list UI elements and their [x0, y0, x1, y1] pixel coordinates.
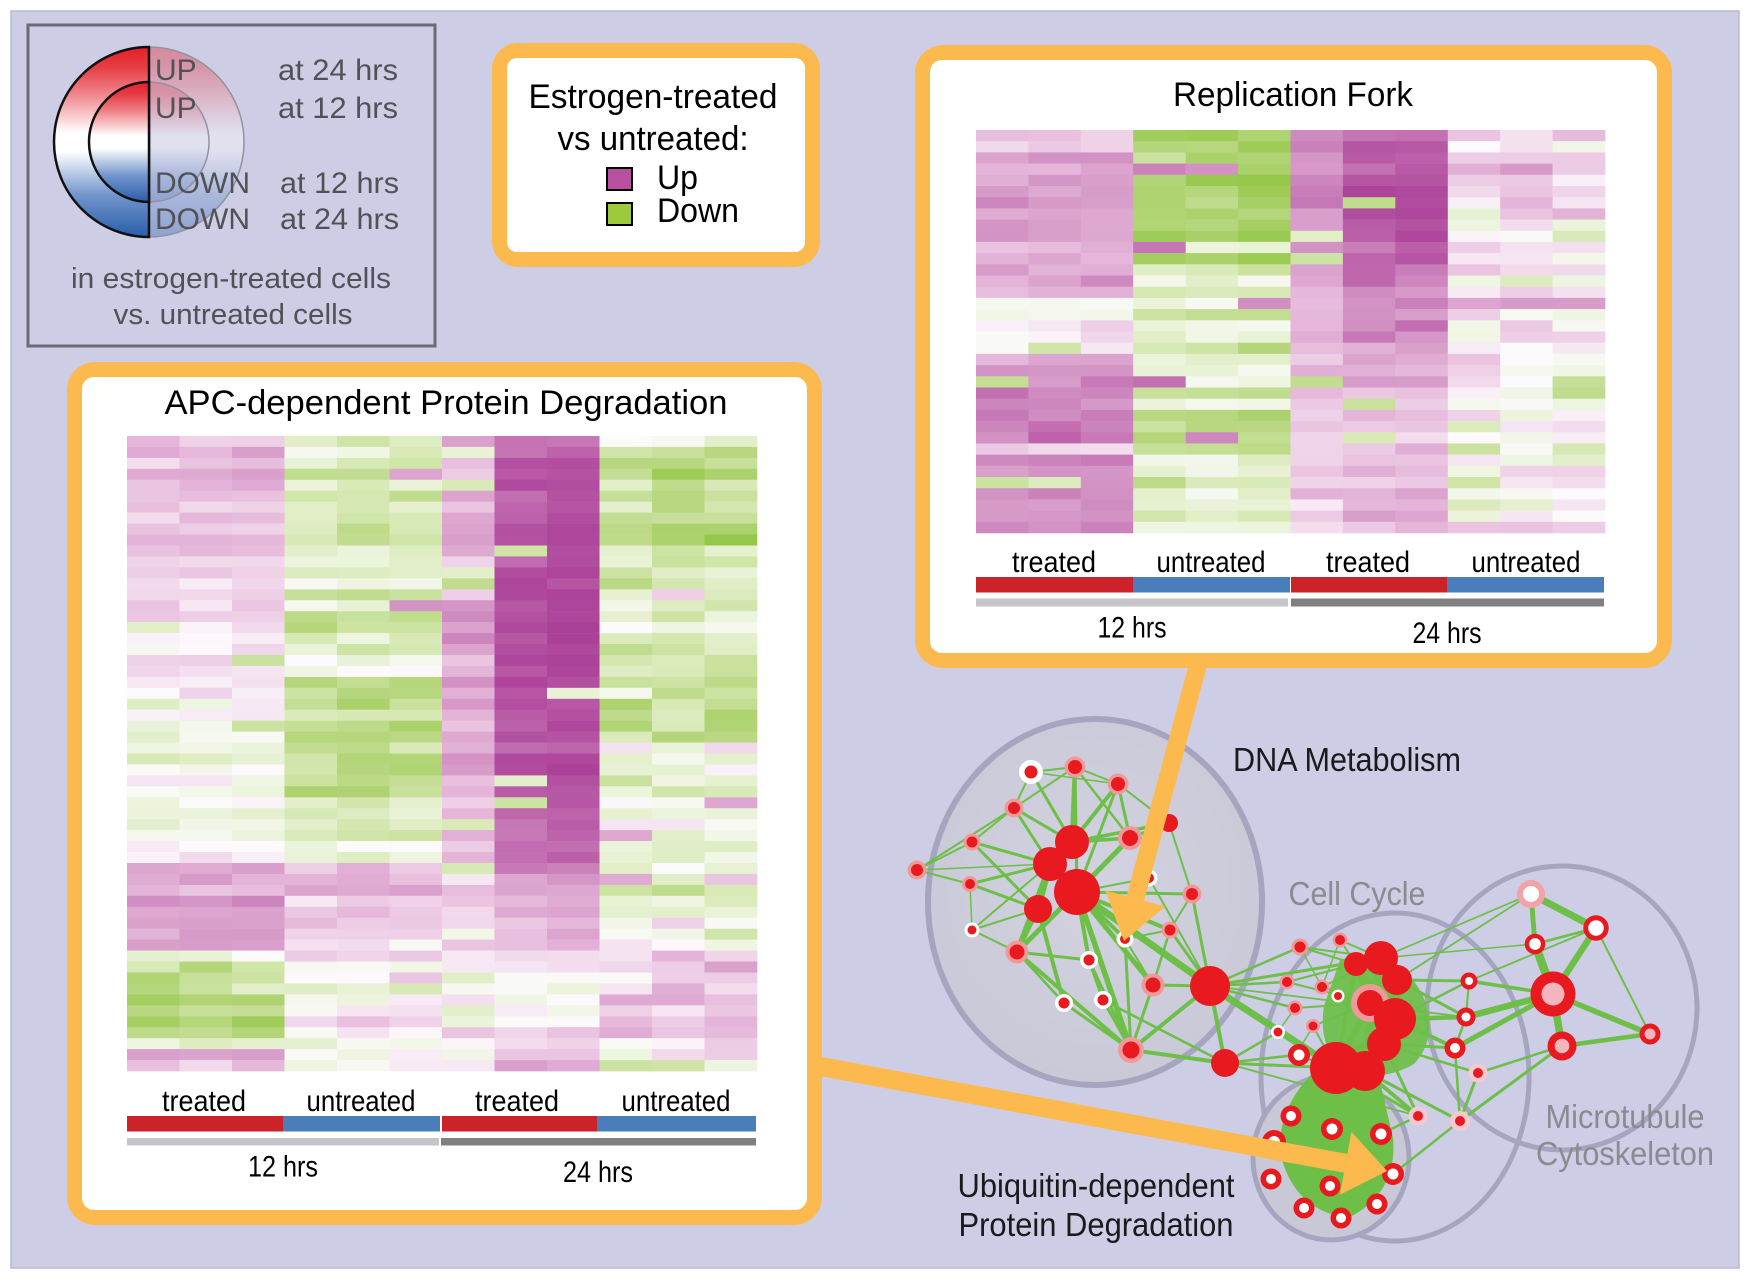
svg-text:Cell Cycle: Cell Cycle	[1289, 875, 1426, 912]
svg-text:treated: treated	[1012, 546, 1096, 579]
svg-text:vs. untreated cells: vs. untreated cells	[114, 299, 353, 331]
svg-text:Replication Fork: Replication Fork	[1173, 76, 1414, 114]
svg-text:Protein Degradation: Protein Degradation	[959, 1206, 1234, 1243]
svg-text:UP: UP	[155, 54, 197, 87]
svg-text:Ubiquitin-dependent: Ubiquitin-dependent	[958, 1167, 1235, 1204]
svg-text:treated: treated	[1326, 546, 1410, 579]
svg-text:untreated: untreated	[307, 1085, 416, 1118]
svg-text:treated: treated	[162, 1085, 246, 1118]
svg-text:DOWN: DOWN	[155, 203, 250, 236]
svg-text:24 hrs: 24 hrs	[1413, 617, 1482, 650]
svg-text:at 24 hrs: at 24 hrs	[278, 54, 398, 87]
svg-text:UP: UP	[155, 92, 197, 125]
svg-text:Estrogen-treated: Estrogen-treated	[529, 78, 778, 116]
svg-text:DOWN: DOWN	[155, 167, 250, 200]
svg-text:treated: treated	[475, 1085, 559, 1118]
svg-text:at 12 hrs: at 12 hrs	[278, 92, 398, 125]
svg-text:12 hrs: 12 hrs	[248, 1151, 318, 1184]
svg-text:at 12 hrs: at 12 hrs	[280, 167, 399, 200]
svg-text:Up: Up	[657, 159, 698, 197]
svg-text:Microtubule: Microtubule	[1546, 1098, 1705, 1135]
svg-text:vs untreated:: vs untreated:	[558, 120, 749, 158]
svg-text:Cytoskeleton: Cytoskeleton	[1536, 1135, 1714, 1172]
svg-text:Down: Down	[657, 192, 739, 230]
svg-text:DNA Metabolism: DNA Metabolism	[1233, 741, 1461, 778]
svg-text:untreated: untreated	[1472, 546, 1581, 579]
svg-text:untreated: untreated	[622, 1085, 731, 1118]
svg-text:at 24 hrs: at 24 hrs	[280, 203, 399, 236]
svg-text:untreated: untreated	[1157, 546, 1266, 579]
svg-text:APC-dependent Protein Degradat: APC-dependent Protein Degradation	[165, 384, 728, 422]
svg-text:12 hrs: 12 hrs	[1098, 612, 1167, 645]
svg-text:in estrogen-treated cells: in estrogen-treated cells	[71, 263, 391, 295]
svg-text:24 hrs: 24 hrs	[563, 1156, 633, 1189]
